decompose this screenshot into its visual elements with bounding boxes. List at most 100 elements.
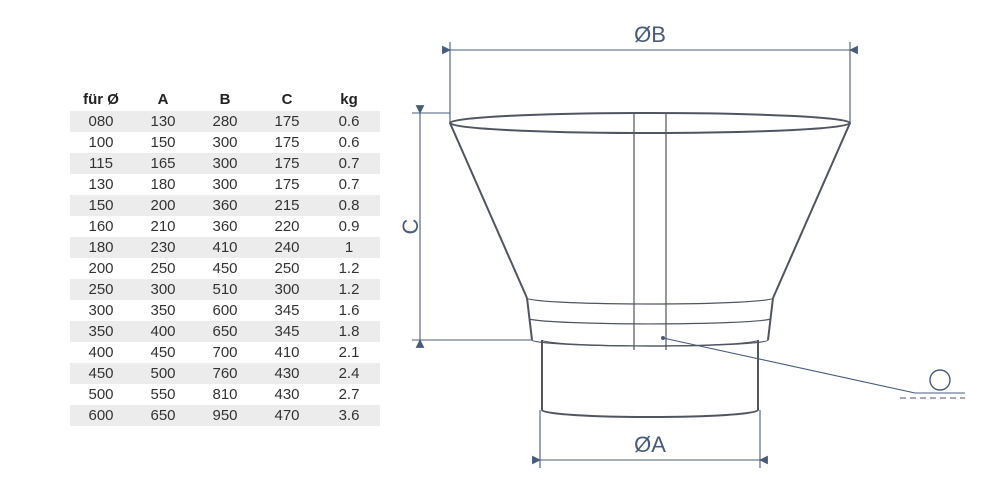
table-header-cell: A	[132, 88, 194, 111]
table-cell: 175	[256, 153, 318, 174]
table-header-cell: kg	[318, 88, 380, 111]
table-cell: 2.7	[318, 384, 380, 405]
table-cell: 160	[70, 216, 132, 237]
table-cell: 360	[194, 216, 256, 237]
table-cell: 175	[256, 132, 318, 153]
table-cell: 250	[256, 258, 318, 279]
dimension-lines	[412, 42, 850, 468]
dimensions-table-container: für ØABCkg 0801302801750.61001503001750.…	[70, 88, 380, 426]
dimensions-table: für ØABCkg 0801302801750.61001503001750.…	[70, 88, 380, 426]
table-cell: 165	[132, 153, 194, 174]
table-row: 1502003602150.8	[70, 195, 380, 216]
table-cell: 180	[70, 237, 132, 258]
table-cell: 510	[194, 279, 256, 300]
table-cell: 0.6	[318, 111, 380, 132]
table-row: 3003506003451.6	[70, 300, 380, 321]
table-cell: 210	[132, 216, 194, 237]
table-cell: 810	[194, 384, 256, 405]
table-cell: 200	[132, 195, 194, 216]
table-cell: 650	[132, 405, 194, 426]
table-row: 6006509504703.6	[70, 405, 380, 426]
table-row: 0801302801750.6	[70, 111, 380, 132]
table-cell: 2.1	[318, 342, 380, 363]
table-cell: 345	[256, 300, 318, 321]
table-row: 4505007604302.4	[70, 363, 380, 384]
table-cell: 430	[256, 384, 318, 405]
table-header-cell: C	[256, 88, 318, 111]
table-cell: 410	[194, 237, 256, 258]
table-cell: 300	[194, 174, 256, 195]
table-cell: 950	[194, 405, 256, 426]
table-cell: 470	[256, 405, 318, 426]
dim-label-A: ØA	[634, 432, 666, 457]
table-cell: 180	[132, 174, 194, 195]
table-cell: 0.7	[318, 153, 380, 174]
table-cell: 300	[194, 153, 256, 174]
table-cell: 215	[256, 195, 318, 216]
table-row: 1602103602200.9	[70, 216, 380, 237]
table-cell: 430	[256, 363, 318, 384]
table-cell: 1.8	[318, 321, 380, 342]
table-cell: 3.6	[318, 405, 380, 426]
table-cell: 350	[70, 321, 132, 342]
table-cell: 0.7	[318, 174, 380, 195]
table-row: 3504006503451.8	[70, 321, 380, 342]
table-cell: 200	[70, 258, 132, 279]
table-cell: 150	[70, 195, 132, 216]
table-cell: 300	[256, 279, 318, 300]
table-cell: 280	[194, 111, 256, 132]
table-cell: 240	[256, 237, 318, 258]
dimension-labels: ØBØAC	[400, 22, 666, 457]
table-cell: 080	[70, 111, 132, 132]
table-row: 5005508104302.7	[70, 384, 380, 405]
table-row: 1802304102401	[70, 237, 380, 258]
table-cell: 450	[70, 363, 132, 384]
table-cell: 1	[318, 237, 380, 258]
dim-label-B: ØB	[634, 22, 666, 47]
table-row: 2503005103001.2	[70, 279, 380, 300]
table-cell: 650	[194, 321, 256, 342]
table-cell: 115	[70, 153, 132, 174]
table-cell: 175	[256, 111, 318, 132]
table-cell: 230	[132, 237, 194, 258]
table-cell: 175	[256, 174, 318, 195]
table-cell: 550	[132, 384, 194, 405]
table-cell: 1.6	[318, 300, 380, 321]
table-cell: 360	[194, 195, 256, 216]
table-cell: 300	[194, 132, 256, 153]
table-cell: 1.2	[318, 279, 380, 300]
table-cell: 220	[256, 216, 318, 237]
table-row: 1151653001750.7	[70, 153, 380, 174]
table-row: 4004507004102.1	[70, 342, 380, 363]
table-cell: 450	[194, 258, 256, 279]
table-cell: 0.8	[318, 195, 380, 216]
table-cell: 2.4	[318, 363, 380, 384]
table-cell: 400	[70, 342, 132, 363]
table-body: 0801302801750.61001503001750.61151653001…	[70, 111, 380, 426]
table-row: 2002504502501.2	[70, 258, 380, 279]
table-row: 1301803001750.7	[70, 174, 380, 195]
table-cell: 1.2	[318, 258, 380, 279]
table-cell: 700	[194, 342, 256, 363]
table-cell: 150	[132, 132, 194, 153]
technical-drawing: ØBØAC	[400, 10, 980, 490]
table-cell: 450	[132, 342, 194, 363]
table-cell: 760	[194, 363, 256, 384]
table-cell: 130	[70, 174, 132, 195]
table-cell: 600	[70, 405, 132, 426]
table-cell: 300	[132, 279, 194, 300]
table-cell: 345	[256, 321, 318, 342]
table-header-cell: für Ø	[70, 88, 132, 111]
table-cell: 300	[70, 300, 132, 321]
table-cell: 100	[70, 132, 132, 153]
part-drawing	[450, 113, 965, 417]
table-cell: 400	[132, 321, 194, 342]
table-cell: 350	[132, 300, 194, 321]
table-cell: 600	[194, 300, 256, 321]
table-cell: 410	[256, 342, 318, 363]
table-cell: 250	[132, 258, 194, 279]
table-cell: 250	[70, 279, 132, 300]
table-cell: 130	[132, 111, 194, 132]
table-cell: 500	[132, 363, 194, 384]
table-cell: 500	[70, 384, 132, 405]
